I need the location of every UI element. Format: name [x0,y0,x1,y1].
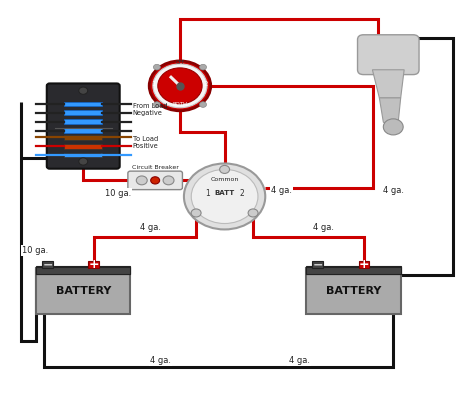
Circle shape [137,176,147,185]
Text: Common: Common [210,177,239,182]
FancyBboxPatch shape [64,102,102,107]
Circle shape [153,64,207,108]
FancyBboxPatch shape [64,111,102,115]
FancyBboxPatch shape [358,261,369,268]
Circle shape [191,169,258,224]
Circle shape [383,119,403,135]
FancyBboxPatch shape [42,261,53,268]
Circle shape [163,176,174,185]
Text: BOTH: BOTH [173,102,188,107]
Text: 10 ga.: 10 ga. [22,246,48,255]
Circle shape [154,64,160,70]
Text: −: − [42,258,53,271]
FancyBboxPatch shape [36,268,130,314]
Circle shape [79,87,88,94]
Text: BATT: BATT [214,190,235,196]
Text: −: − [312,258,323,271]
FancyBboxPatch shape [64,119,102,124]
Text: Circuit Breaker: Circuit Breaker [132,165,179,170]
Circle shape [248,209,258,217]
Circle shape [200,64,207,70]
FancyBboxPatch shape [307,266,401,274]
FancyBboxPatch shape [307,268,401,314]
FancyBboxPatch shape [64,144,102,149]
FancyBboxPatch shape [64,153,102,158]
Polygon shape [379,98,401,128]
FancyBboxPatch shape [64,135,102,140]
Text: 10 ga.: 10 ga. [105,189,131,198]
Text: 4 ga.: 4 ga. [150,356,171,364]
Circle shape [154,102,160,107]
Circle shape [200,102,207,107]
Text: OFF: OFF [175,60,184,65]
FancyBboxPatch shape [36,266,130,274]
Text: BATTERY: BATTERY [55,286,111,296]
Text: 1: 1 [152,81,156,87]
FancyBboxPatch shape [307,266,401,274]
FancyBboxPatch shape [64,128,102,133]
Text: 4 ga.: 4 ga. [140,223,161,232]
FancyBboxPatch shape [36,266,130,274]
Text: 4 ga.: 4 ga. [289,356,310,364]
FancyBboxPatch shape [47,83,120,169]
Circle shape [219,165,229,173]
Text: +: + [88,258,99,271]
FancyBboxPatch shape [357,35,419,75]
Circle shape [191,209,201,217]
Text: BATTERY: BATTERY [326,286,381,296]
FancyBboxPatch shape [88,261,99,268]
Circle shape [149,61,211,111]
Text: 4 ga.: 4 ga. [313,223,334,232]
Text: To Load
Positive: To Load Positive [133,136,158,149]
Polygon shape [373,70,404,98]
FancyBboxPatch shape [312,261,323,268]
Text: 1: 1 [205,189,210,198]
FancyBboxPatch shape [128,171,182,190]
Text: +: + [359,258,369,271]
Text: 2: 2 [204,81,208,87]
Circle shape [79,158,88,165]
Circle shape [184,164,265,230]
Text: 2: 2 [239,189,244,198]
Text: 4 ga.: 4 ga. [383,186,404,195]
Circle shape [151,177,160,184]
Circle shape [158,68,202,104]
Text: From Load
Negative: From Load Negative [133,103,167,116]
Text: 4 ga.: 4 ga. [271,186,292,195]
